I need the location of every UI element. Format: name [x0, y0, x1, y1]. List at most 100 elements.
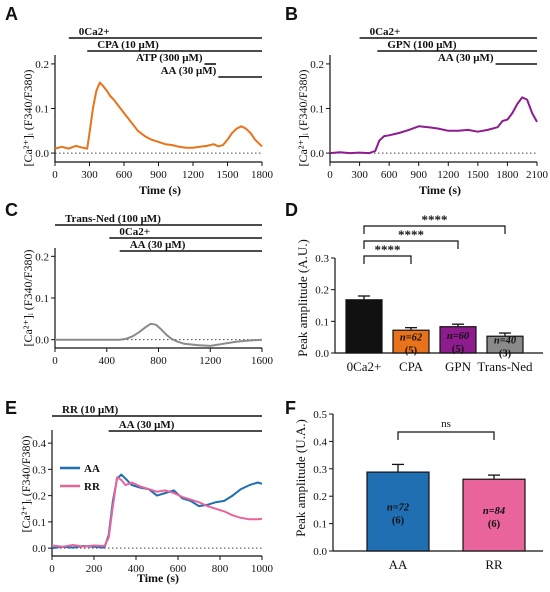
- y-tick-label: 0.1: [35, 293, 49, 305]
- y-tick-label: 0.3: [32, 464, 46, 476]
- x-axis-label: Time (s): [139, 183, 181, 197]
- y-tick-label: 0.0: [310, 148, 324, 160]
- x-tick-label: 300: [351, 169, 368, 181]
- treatment-label: GPN (100 μM): [387, 39, 457, 51]
- y-tick-label: 0.2: [315, 285, 329, 297]
- y-tick-label: 0.0: [32, 543, 46, 555]
- x-tick-label: 1200: [182, 169, 205, 181]
- x-tick-label: 1600: [251, 355, 274, 367]
- bar-sub-label: (5): [405, 346, 418, 357]
- y-tick-label: 0.4: [32, 438, 46, 450]
- x-tick-label: 1800: [496, 169, 519, 181]
- y-axis-label: [Ca²⁺]ᵢ (F340/F380): [19, 436, 33, 533]
- y-tick-label: 0.2: [32, 491, 46, 503]
- bar-n-label: n=60: [447, 331, 470, 342]
- significance-bracket: [363, 225, 506, 234]
- treatment-label: 0Ca2+: [119, 226, 150, 238]
- x-tick-label: 800: [212, 563, 229, 575]
- series-line-0: [55, 322, 263, 347]
- treatment-label: 0Ca2+: [79, 26, 110, 38]
- x-axis-label: Time (s): [419, 183, 461, 197]
- plot-area: 0.0 0.1 0.2 0 300 600 900 1200 1500 1800 0Ca2+CPA …: [35, 26, 273, 181]
- y-tick-label: 0.3: [315, 253, 329, 265]
- x-tick-label: 600: [381, 169, 398, 181]
- bar: [366, 471, 430, 552]
- x-tick-label: 200: [86, 563, 103, 575]
- plot-area: 0.0 0.1 0.2 0 400 800 1200 1600 Trans-Ned (100 μ…: [35, 213, 273, 367]
- y-tick-label: 0.1: [313, 519, 327, 531]
- significance-bracket: [363, 240, 459, 249]
- treatment-label: Trans-Ned (100 μM): [65, 213, 161, 225]
- chart-panel-a: [Ca²⁺]ᵢ (F340/F380) 0.0 0.1 0.2 0 300 600 900 1…: [21, 26, 274, 197]
- bar: [345, 299, 383, 354]
- x-category-label: AA: [389, 557, 408, 572]
- y-tick-label: 0.2: [35, 251, 49, 263]
- x-tick-label: 1200: [199, 355, 222, 367]
- y-tick-label: 0.0: [313, 546, 327, 558]
- chart-panel-f: Peak amplitude (U.A.) 0.0 0.1 0.2 0.3 0.4 0.5…: [293, 409, 543, 572]
- x-tick-label: 300: [81, 169, 98, 181]
- x-tick-label: 1000: [251, 563, 274, 575]
- y-tick-label: 0.2: [310, 59, 324, 71]
- y-tick-label: 0.1: [315, 316, 329, 328]
- bar-sub-label: (6): [488, 519, 501, 530]
- bar: [462, 478, 526, 552]
- y-tick-label: 0.2: [35, 59, 49, 71]
- bar-sub-label: (3): [499, 349, 512, 360]
- series-line-0: [54, 81, 263, 150]
- significance-label: ns: [441, 418, 451, 430]
- treatment-label: AA (30 μM): [438, 52, 494, 64]
- x-category-label: CPA: [399, 359, 424, 374]
- x-category-label: Trans-Ned: [477, 359, 533, 374]
- plot-area: 0.0 0.1 0.2 0 300 600 900 1200 1500 1800 2100 0Ca2+…: [310, 26, 548, 181]
- chart-panel-d: Peak amplitude (A.U.) 0.0 0.1 0.2 0.3 n=75 (4…: [295, 212, 543, 374]
- significance-label: ****: [375, 242, 401, 257]
- y-axis-label: [Ca²⁺]ᵢ (F340/F380): [21, 250, 35, 347]
- x-category-label: 0Ca2+: [347, 359, 382, 374]
- panel-letter-c: C: [5, 200, 18, 220]
- x-tick-label: 800: [150, 355, 167, 367]
- panel-letter-e: E: [5, 398, 18, 418]
- panel-letter-a: A: [5, 4, 18, 24]
- bar-n-label: n=62: [400, 333, 423, 344]
- significance-label: ****: [398, 227, 424, 242]
- bar-n-label: n=84: [483, 506, 505, 517]
- legend-label: RR: [84, 481, 101, 493]
- x-category-label: RR: [485, 557, 503, 572]
- series-line-aa: [51, 473, 263, 550]
- y-tick-label: 0.0: [315, 348, 329, 360]
- x-tick-label: 900: [150, 169, 167, 181]
- bar-n-label: n=75: [353, 317, 375, 328]
- significance-bracket: [363, 255, 412, 264]
- series-line-0: [329, 96, 538, 155]
- x-axis-label: Time (s): [137, 571, 179, 585]
- y-tick-label: 0.2: [313, 491, 327, 503]
- bar-n-label: n=72: [387, 503, 410, 514]
- y-tick-label: 0.3: [313, 464, 327, 476]
- bar-n-label: n=40: [494, 336, 517, 347]
- x-tick-label: 1500: [217, 169, 240, 181]
- x-tick-label: 0: [52, 169, 58, 181]
- y-tick-label: 0.1: [310, 104, 324, 116]
- bar: [439, 326, 477, 354]
- panel-letter-d: D: [285, 200, 298, 220]
- bar: [392, 329, 430, 354]
- significance-label: ****: [422, 212, 448, 227]
- treatment-label: AA (30 μM): [161, 65, 217, 77]
- treatment-label: ATP (300 μM): [136, 52, 203, 64]
- chart-panel-b: [Ca²⁺]ᵢ (F340/F380) 0.0 0.1 0.2 0 300 600 900 1…: [296, 26, 549, 197]
- y-axis-label: Peak amplitude (A.U.): [295, 239, 310, 357]
- bar: [486, 335, 524, 354]
- x-tick-label: 0: [52, 355, 58, 367]
- x-tick-label: 1500: [467, 169, 490, 181]
- x-category-label: GPN: [445, 359, 472, 374]
- treatment-label: AA (30 μM): [119, 419, 175, 431]
- panel-letter-b: B: [285, 4, 298, 24]
- bar-sub-label: (4): [358, 330, 371, 341]
- treatment-label: CPA (10 μM): [97, 39, 159, 51]
- plot-area: 0.0 0.1 0.2 0.3 0.4 0 200 400 600 800 1000 RR (10 μ…: [32, 404, 273, 575]
- chart-panel-c: [Ca²⁺]ᵢ (F340/F380) 0.0 0.1 0.2 0 400 800 1200…: [21, 213, 274, 367]
- series-line-rr: [51, 476, 263, 548]
- y-tick-label: 0.1: [35, 104, 49, 116]
- chart-panel-e: [Ca²⁺]ᵢ (F340/F380) 0.0 0.1 0.2 0.3 0.4 0 200 4…: [19, 404, 274, 585]
